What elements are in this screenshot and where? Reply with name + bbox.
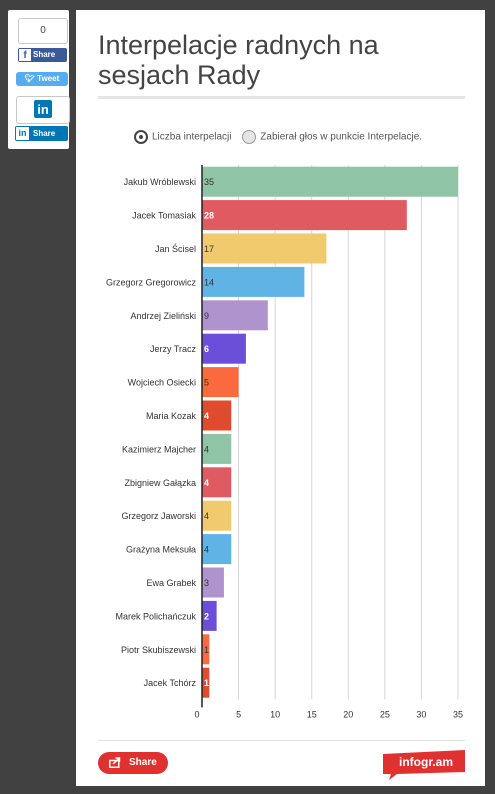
chart-title: Interpelacje radnych na sesjach Rady <box>98 30 379 90</box>
tweet-button[interactable]: 🐦︎ Tweet <box>16 72 68 86</box>
bar-value-label: 6 <box>204 344 209 354</box>
bar <box>202 200 407 231</box>
radio-selected-icon <box>134 130 148 144</box>
bar <box>202 166 458 197</box>
footer-divider <box>98 740 465 741</box>
category-label: Kazimierz Majcher <box>122 444 196 454</box>
facebook-share-button[interactable]: f Share <box>18 48 67 62</box>
title-divider <box>98 96 465 99</box>
bar-value-label: 14 <box>204 277 214 287</box>
category-label: Jacek Tchórz <box>144 678 197 688</box>
bar-value-label: 1 <box>204 645 209 655</box>
share-count: 0 <box>18 18 68 44</box>
category-label: Wojciech Osiecki <box>128 378 196 388</box>
bar <box>202 534 232 565</box>
bar <box>202 600 217 631</box>
radio-unselected-icon <box>242 130 257 144</box>
category-label: Jan Ścisel <box>155 243 196 254</box>
bar <box>202 333 246 364</box>
legend-item-zabieral[interactable]: Zabierał głos w punkcie Interpelacje. <box>242 130 422 144</box>
social-share-panel: 0 f Share 🐦︎ Tweet in in Share <box>8 10 70 149</box>
bar-value-label: 4 <box>204 444 209 454</box>
twitter-bird-icon: 🐦︎ <box>24 74 35 83</box>
bar-value-label: 17 <box>204 244 214 254</box>
category-label: Grażyna Meksuła <box>126 545 196 555</box>
bar-value-label: 2 <box>204 611 209 621</box>
tweet-label: Tweet <box>37 74 60 83</box>
category-label: Ewa Grabek <box>146 578 196 588</box>
category-label: Jerzy Tracz <box>150 344 197 354</box>
bar <box>202 500 232 531</box>
legend-item-liczba[interactable]: Liczba interpelacji <box>134 130 232 144</box>
bar-value-label: 9 <box>204 311 209 321</box>
brand-flag-shape <box>383 750 465 780</box>
linkedin-share-button[interactable]: in Share <box>15 126 68 141</box>
category-label: Zbigniew Gałązka <box>124 478 196 488</box>
bar <box>202 367 239 398</box>
bar <box>202 400 232 431</box>
category-label: Grzegorz Jaworski <box>121 511 196 521</box>
legend: Liczba interpelacji Zabierał głos w punk… <box>134 130 430 146</box>
x-tick-label: 15 <box>307 709 317 719</box>
bar <box>202 567 224 598</box>
bar-value-label: 4 <box>204 478 209 488</box>
category-label: Jakub Wróblewski <box>124 177 196 187</box>
legend-label-1: Zabierał głos w punkcie Interpelacje. <box>260 131 423 143</box>
facebook-icon: f <box>19 49 31 61</box>
bar-value-label: 3 <box>204 578 209 588</box>
bar <box>202 634 210 665</box>
facebook-share-label: Share <box>33 50 56 59</box>
category-label: Andrzej Zieliński <box>130 311 196 321</box>
share-button[interactable]: Share <box>98 752 168 774</box>
bar-value-label: 28 <box>204 211 214 221</box>
brand-label: infogr.am <box>399 755 454 769</box>
linkedin-icon: in <box>34 100 52 118</box>
bar-value-label: 1 <box>204 678 209 688</box>
linkedin-small-icon: in <box>16 127 29 140</box>
x-tick-label: 20 <box>343 709 353 719</box>
x-tick-label: 10 <box>270 709 280 719</box>
x-tick-label: 0 <box>194 709 199 719</box>
category-label: Piotr Skubiszewski <box>121 645 196 655</box>
bar <box>202 467 232 498</box>
bar-value-label: 4 <box>204 511 209 521</box>
bar <box>202 233 327 264</box>
linkedin-counter[interactable]: in <box>16 96 70 124</box>
infogram-logo[interactable]: infogr.am <box>383 750 465 780</box>
category-label: Marek Polichańczuk <box>115 611 196 621</box>
category-label: Maria Kozak <box>146 411 197 421</box>
x-tick-label: 5 <box>236 709 241 719</box>
bar-value-label: 35 <box>204 177 214 187</box>
bar-value-label: 4 <box>204 545 209 555</box>
linkedin-share-label: Share <box>33 129 56 138</box>
legend-label-0: Liczba interpelacji <box>152 131 232 143</box>
bar <box>202 433 232 464</box>
bar-value-label: 4 <box>204 411 209 421</box>
category-label: Grzegorz Gregorowicz <box>106 277 197 287</box>
x-tick-label: 35 <box>453 709 463 719</box>
bar <box>202 667 210 698</box>
x-tick-label: 30 <box>416 709 426 719</box>
bar <box>202 266 305 297</box>
bar-value-label: 5 <box>204 378 209 388</box>
x-tick-label: 25 <box>380 709 390 719</box>
share-icon <box>109 757 121 768</box>
category-label: Jacek Tomasiak <box>132 211 196 221</box>
chart-card: Interpelacje radnych na sesjach Rady Lic… <box>76 10 485 786</box>
bar <box>202 300 268 331</box>
share-label: Share <box>129 757 157 768</box>
